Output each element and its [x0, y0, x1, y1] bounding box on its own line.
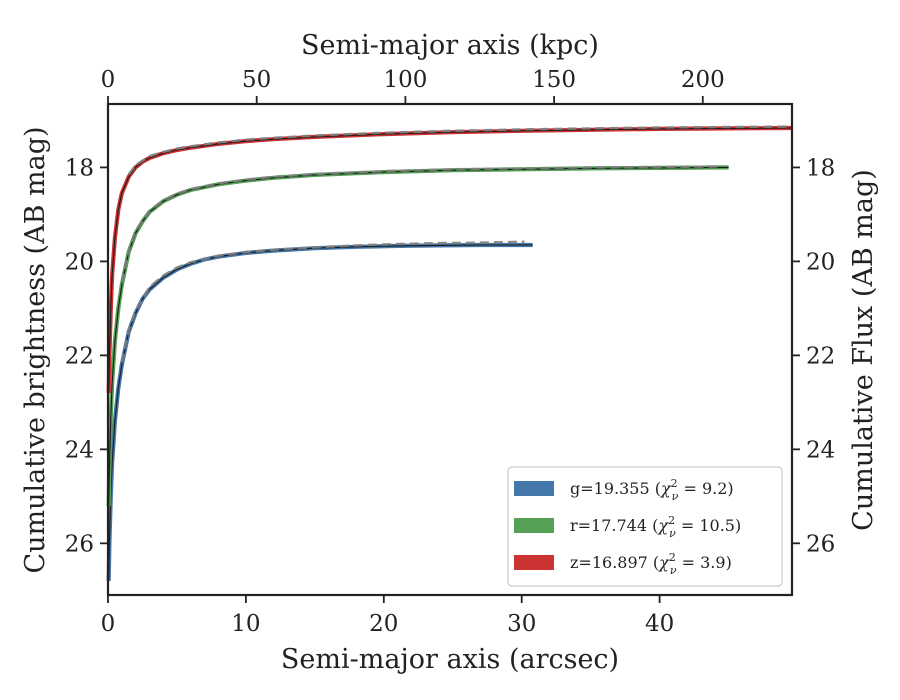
- x-axis-title: Semi-major axis (arcsec): [281, 644, 619, 675]
- model-line-r: [120, 165, 722, 283]
- ticks-layer: 0 10 20 30 40 0 50 100 150 200 18 18 20 20 22 22 24 24 26 2…: [65, 67, 836, 637]
- y-tick-label: 18: [65, 155, 94, 181]
- legend-swatch-g: [514, 481, 554, 496]
- y-tick-label: 24: [65, 437, 94, 463]
- y-right-axis-title: Cumulative Flux (AB mag): [848, 169, 879, 531]
- x-tick-label: 20: [369, 611, 398, 637]
- model-line-g: [120, 240, 525, 363]
- y-right-tick-label: 26: [806, 531, 835, 557]
- series-core-line-z: [108, 127, 793, 394]
- legend-swatch-z: [514, 555, 554, 570]
- x-tick-label: 10: [231, 611, 260, 637]
- legend-swatch-r: [514, 518, 554, 533]
- legend-label-z: z=16.897 (χ2 ν = 3.9): [570, 551, 732, 577]
- x-top-tick-label: 50: [242, 67, 271, 93]
- legend-label-g: g=19.355 (χ2 ν = 9.2): [570, 477, 734, 503]
- model-line-z: [127, 125, 793, 176]
- x-top-tick-label: 0: [101, 67, 116, 93]
- y-right-tick-label: 22: [806, 343, 835, 369]
- x-top-tick-label: 150: [532, 67, 576, 93]
- x-top-tick-label: 200: [681, 67, 725, 93]
- x-tick-label: 30: [507, 611, 536, 637]
- x-top-axis-title: Semi-major axis (kpc): [301, 30, 599, 61]
- y-tick-label: 26: [65, 531, 94, 557]
- series-layer: [106, 125, 793, 581]
- y-right-tick-label: 18: [806, 155, 835, 181]
- legend-frame: [507, 466, 783, 587]
- y-right-tick-label: 24: [806, 437, 835, 463]
- series-core-line-g: [108, 244, 533, 581]
- y-axis-title: Cumulative brightness (AB mag): [20, 126, 51, 573]
- legend-label-r: r=17.744 (χ2 ν = 10.5): [570, 514, 741, 540]
- x-top-tick-label: 100: [383, 67, 427, 93]
- y-tick-label: 20: [65, 249, 94, 275]
- y-tick-label: 22: [65, 343, 94, 369]
- x-tick-label: 40: [645, 611, 674, 637]
- x-tick-label: 0: [101, 611, 116, 637]
- plot-frame: [106, 102, 794, 597]
- legend: g=19.355 (χ2 ν = 9.2) r=17.744 (χ2 ν = 10.…: [507, 466, 783, 587]
- y-right-tick-label: 20: [806, 249, 835, 275]
